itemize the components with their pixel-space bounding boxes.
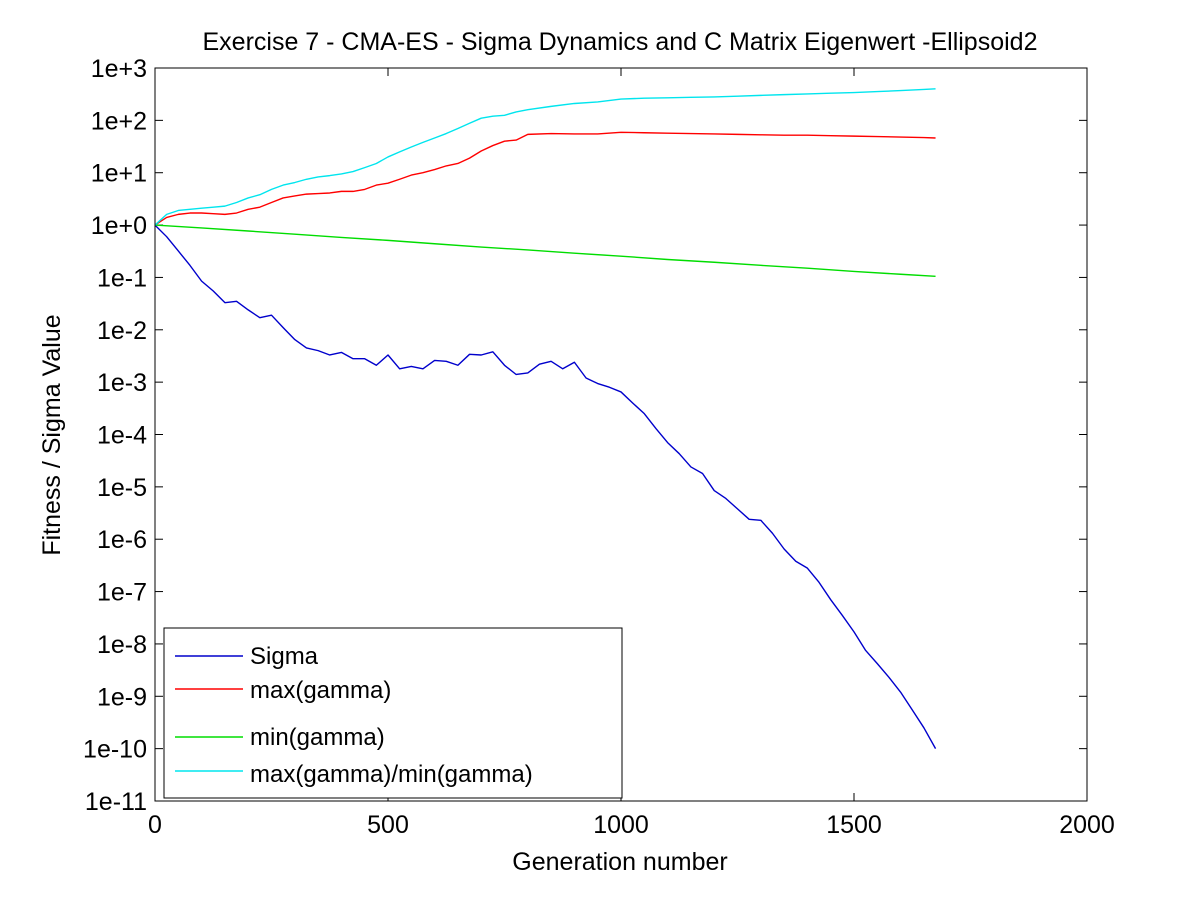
- legend-label-ratio: max(gamma)/min(gamma): [250, 761, 533, 788]
- legend-label-sigma: Sigma: [250, 643, 319, 670]
- x-axis-label: Generation number: [512, 848, 727, 876]
- y-tick-label: 1e-2: [97, 317, 147, 345]
- tick-layer: 0 500 1000 1500 2000 1e-11 1e-10 1e-9 1e-8 1e-7 1e…: [83, 55, 1115, 839]
- x-tick-label: 0: [148, 811, 162, 839]
- min-gamma-series-line: [154, 224, 936, 278]
- y-tick-label: 1e+1: [91, 160, 147, 188]
- x-tick-label: 1500: [826, 811, 882, 839]
- legend-label-min-gamma: min(gamma): [250, 724, 385, 751]
- legend-label-max-gamma: max(gamma): [250, 677, 391, 704]
- plot-frame: [154, 67, 1088, 802]
- ratio-series-line: [154, 88, 936, 226]
- y-tick-label: 1e-5: [97, 474, 147, 502]
- y-tick-label: 1e-6: [97, 526, 147, 554]
- y-tick-label: 1e-4: [97, 422, 147, 450]
- x-tick-label: 2000: [1059, 811, 1115, 839]
- y-tick-label: 1e+0: [91, 212, 147, 240]
- series-layer: [154, 88, 937, 749]
- y-tick-label: 1e-8: [97, 631, 147, 659]
- y-tick-label: 1e+3: [91, 55, 147, 83]
- y-axis-label: Fitness / Sigma Value: [38, 314, 66, 555]
- x-tick-label: 500: [367, 811, 409, 839]
- y-tick-label: 1e-10: [83, 736, 147, 764]
- x-tick-label: 1000: [593, 811, 649, 839]
- y-tick-label: 1e-3: [97, 369, 147, 397]
- y-tick-label: 1e-1: [97, 264, 147, 292]
- y-tick-label: 1e+2: [91, 107, 147, 135]
- legend: Sigma max(gamma) min(gamma) max(gamma)/m…: [163, 627, 623, 799]
- chart-title: Exercise 7 - CMA-ES - Sigma Dynamics and…: [203, 28, 1038, 56]
- y-tick-label: 1e-11: [85, 788, 147, 816]
- sigma-series-line: [154, 224, 937, 749]
- y-tick-label: 1e-7: [97, 579, 147, 607]
- max-gamma-series-line: [154, 131, 936, 226]
- y-tick-label: 1e-9: [97, 683, 147, 711]
